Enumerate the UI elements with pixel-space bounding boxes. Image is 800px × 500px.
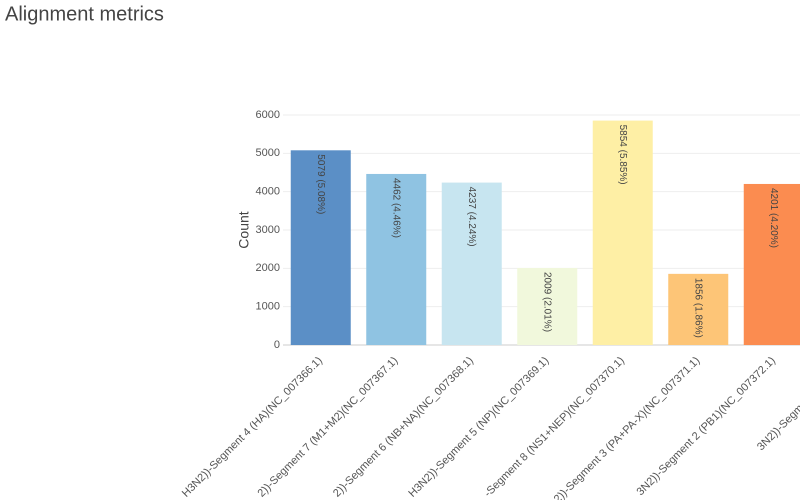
bar	[592, 120, 653, 345]
bar	[366, 173, 427, 345]
y-tick-label: 2000	[256, 262, 280, 274]
bar	[668, 273, 729, 345]
x-tick-label: H3N2))-Segment 5 (NP)(NC_007369.1)	[406, 355, 551, 500]
data-label: 4201 (4.20%)	[768, 188, 779, 248]
y-tick-label: 6000	[256, 109, 280, 121]
data-label: 4462 (4.46%)	[391, 178, 402, 238]
bar	[290, 150, 351, 345]
bar	[743, 183, 800, 345]
x-tick-label: 2))-Segment 6 (NB+NA)(NC_007368.1)	[331, 355, 476, 500]
y-tick-label: 4000	[256, 186, 280, 198]
data-label: 4237 (4.24%)	[466, 187, 477, 247]
x-tick-label: H3N2))-Segment 4 (HA)(NC_007366.1)	[180, 355, 325, 500]
x-tick-label: 2))-Segment 7 (M1+M2)(NC_007367.1)	[256, 355, 401, 500]
bar	[441, 182, 502, 345]
x-tick-label: 3N2))-Segment 2 (PB1)(NC_007372.1)	[635, 355, 778, 498]
y-tick-label: 3000	[256, 224, 280, 236]
y-tick-label: 0	[274, 339, 280, 351]
bar	[517, 267, 578, 345]
data-label: 1856 (1.86%)	[693, 278, 704, 338]
x-tick-label: -Segment 8 (NS1+NEP)(NC_007370.1)	[482, 355, 627, 500]
x-tick-label: 2))-Segment 3 (PA+PA-X)(NC_007371.1)	[552, 355, 703, 500]
y-axis-title: Count	[236, 211, 252, 248]
data-label: 5854 (5.85%)	[617, 125, 628, 185]
chart-title: Alignment metrics	[5, 3, 164, 25]
y-tick-label: 5000	[256, 147, 280, 159]
data-label: 2009 (2.01%)	[542, 272, 553, 332]
y-tick-label: 1000	[256, 301, 280, 313]
data-label: 5079 (5.08%)	[315, 154, 326, 214]
